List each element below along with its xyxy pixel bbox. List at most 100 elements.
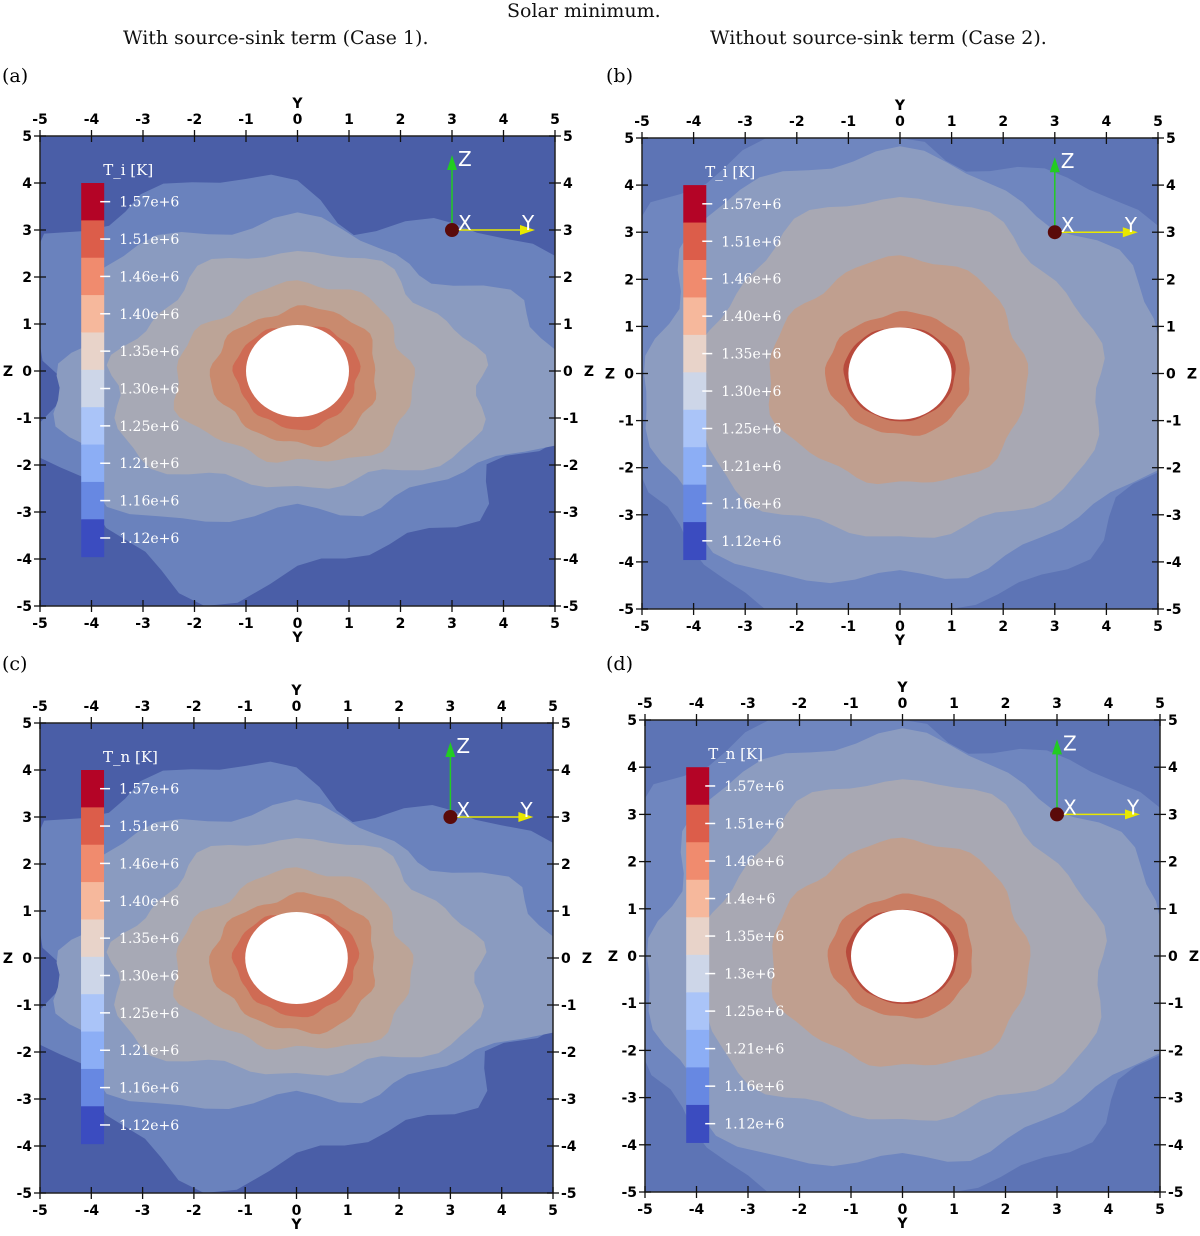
tick-label-right: 2	[1166, 272, 1176, 288]
tick-label-right: 1	[563, 317, 573, 333]
tick-label-left: -3	[16, 505, 32, 521]
tick-label-top: 3	[1050, 114, 1060, 130]
colorbar-segment	[683, 259, 707, 298]
tick-label-bottom: 4	[497, 1203, 507, 1219]
axis-label-bottom: Y	[894, 633, 906, 649]
colorbar-segment	[81, 1106, 105, 1145]
panel-label: (a)	[2, 65, 28, 87]
planet-hole	[245, 911, 348, 1005]
tick-label-right: -3	[1166, 508, 1182, 524]
tick-label-left: 1	[624, 319, 634, 335]
colorbar-segment	[686, 842, 710, 881]
tick-label-top: -3	[737, 114, 753, 130]
tick-label-left: 1	[22, 317, 32, 333]
colorbar-label: 1.30e+6	[119, 969, 179, 985]
tick-label-bottom: 0	[898, 1202, 908, 1218]
colorbar-title: T_n [K]	[103, 748, 158, 766]
tick-label-bottom: -5	[32, 616, 48, 632]
colorbar-segment	[81, 444, 105, 483]
tick-label-left: 5	[22, 716, 32, 732]
tick-label-left: 2	[22, 857, 32, 873]
tick-label-top: -3	[135, 699, 151, 715]
tick-label-top: 1	[947, 114, 957, 130]
tick-label-left: 0	[22, 951, 32, 967]
tick-label-left: 5	[627, 713, 637, 729]
tick-label-bottom: 1	[343, 1203, 353, 1219]
tick-label-left: 0	[624, 367, 634, 383]
gizmo-label-x: X	[456, 798, 470, 822]
tick-label-top: 2	[394, 699, 404, 715]
axis-label-right: Z	[584, 364, 594, 380]
tick-label-left: 3	[624, 225, 634, 241]
colorbar-label: 1.30e+6	[721, 384, 781, 400]
gizmo-label-z: Z	[1061, 149, 1075, 173]
colorbar-segment	[81, 481, 105, 520]
tick-label-right: 4	[1168, 760, 1178, 776]
tick-label-top: -1	[238, 112, 254, 128]
gizmo-label-x: X	[1063, 795, 1077, 819]
tick-label-left: 3	[627, 807, 637, 823]
tick-label-left: -2	[618, 461, 634, 477]
colorbar-label: 1.21e+6	[119, 456, 179, 472]
gizmo-y-arrow-icon	[1122, 227, 1138, 238]
colorbar-label: 1.40e+6	[119, 894, 179, 910]
tick-label-right: -4	[1168, 1138, 1184, 1154]
panel-label: (c)	[2, 653, 27, 675]
tick-label-bottom: -1	[237, 1203, 253, 1219]
tick-label-right: 4	[1166, 178, 1176, 194]
colorbar-segment	[81, 519, 105, 558]
colorbar-label: 1.25e+6	[724, 1004, 784, 1020]
colorbar-segment	[683, 522, 707, 561]
colorbar-label: 1.57e+6	[721, 197, 781, 213]
gizmo-label-y: Y	[1124, 213, 1138, 237]
tick-label-bottom: 1	[344, 616, 354, 632]
tick-label-bottom: 2	[396, 616, 406, 632]
colorbar-label: 1.12e+6	[724, 1117, 784, 1133]
tick-label-left: -2	[16, 1045, 32, 1061]
tick-label-right: 3	[1166, 225, 1176, 241]
colorbar-segment	[81, 956, 105, 995]
gizmo-z-arrow-icon	[447, 155, 457, 170]
axis-label-top: Y	[290, 683, 302, 699]
colorbar-segment	[683, 484, 707, 523]
tick-label-left: 1	[627, 902, 637, 918]
tick-label-right: 5	[563, 129, 573, 145]
tick-label-bottom: -3	[740, 1202, 756, 1218]
colorbar-label: 1.46e+6	[119, 269, 179, 285]
colorbar-title: T_i [K]	[705, 163, 755, 181]
tick-label-right: -5	[1166, 602, 1182, 618]
colorbar-segment	[81, 882, 105, 920]
tick-label-bottom: -2	[792, 1202, 808, 1218]
tick-label-top: -4	[84, 112, 100, 128]
tick-label-top: -2	[789, 114, 805, 130]
tick-label-right: 3	[563, 223, 573, 239]
tick-label-right: 2	[563, 270, 573, 286]
tick-label-left: -1	[621, 996, 637, 1012]
tick-label-bottom: 1	[949, 1202, 959, 1218]
tick-label-right: -3	[563, 505, 579, 521]
colorbar-segment	[81, 1068, 105, 1107]
tick-label-bottom: 0	[895, 619, 905, 635]
tick-label-left: 0	[22, 364, 32, 380]
tick-label-right: 2	[561, 857, 571, 873]
colorbar-segment	[81, 407, 105, 446]
tick-label-bottom: -5	[32, 1203, 48, 1219]
panel-a: (a)-5-5-5 -5-4-4-4 -4-3-3-3 -3-2-2-2 -2-1-1-…	[2, 65, 594, 646]
colorbar-label: 1.46e+6	[721, 272, 781, 288]
tick-label-top: -2	[792, 696, 808, 712]
gizmo-y-arrow-icon	[1125, 809, 1140, 820]
colorbar-label: 1.21e+6	[119, 1043, 179, 1059]
tick-label-right: -1	[1166, 414, 1182, 430]
gizmo-label-x: X	[458, 211, 472, 235]
tick-label-top: 1	[949, 696, 959, 712]
tick-label-left: -1	[618, 414, 634, 430]
tick-label-bottom: 0	[293, 616, 303, 632]
tick-label-left: -5	[618, 602, 634, 618]
gizmo-y-arrow-icon	[518, 812, 534, 822]
tick-label-top: 0	[293, 112, 303, 128]
tick-label-right: -2	[561, 1045, 577, 1061]
tick-label-bottom: -3	[135, 616, 151, 632]
tick-label-bottom: 3	[1050, 619, 1060, 635]
tick-label-right: -3	[1168, 1091, 1184, 1107]
